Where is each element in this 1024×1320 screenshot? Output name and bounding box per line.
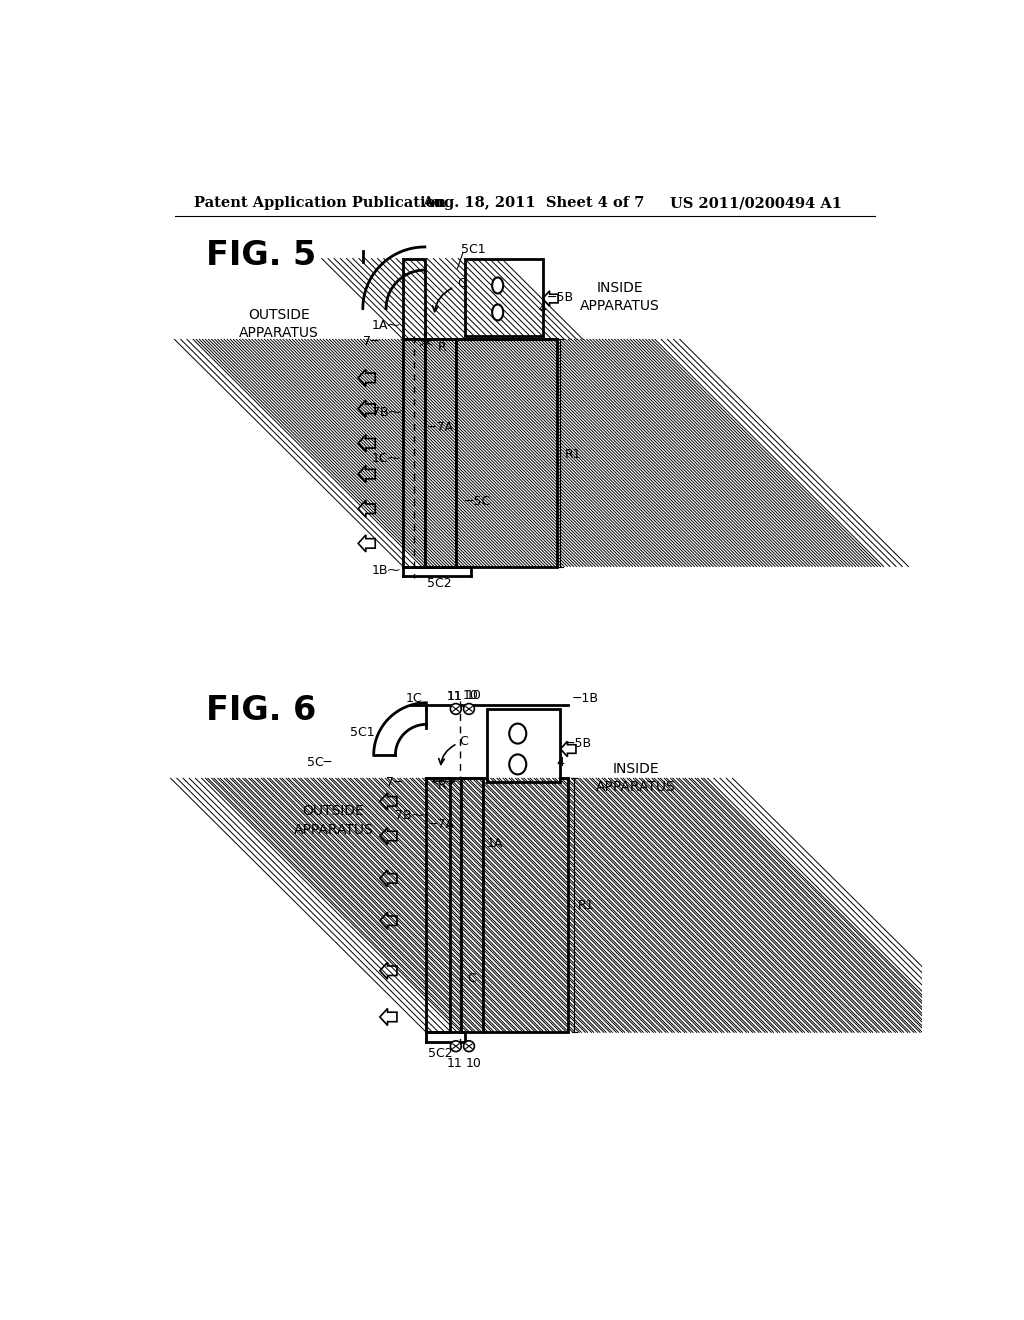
- Text: 1B⁓: 1B⁓: [372, 564, 400, 577]
- Bar: [486, 709, 560, 781]
- Text: −5B: −5B: [564, 737, 592, 750]
- Text: −1B: −1B: [572, 693, 599, 705]
- Text: 5C─: 5C─: [307, 756, 331, 770]
- Polygon shape: [543, 290, 558, 306]
- Text: 5C1: 5C1: [350, 726, 375, 739]
- Polygon shape: [432, 396, 449, 412]
- Bar: [425, 339, 456, 566]
- Text: 1A: 1A: [486, 837, 503, 850]
- Ellipse shape: [493, 277, 503, 293]
- Text: 10: 10: [466, 689, 481, 702]
- Ellipse shape: [509, 723, 526, 743]
- Bar: [465, 259, 543, 335]
- Polygon shape: [380, 912, 397, 929]
- Polygon shape: [461, 946, 477, 964]
- Polygon shape: [432, 358, 449, 374]
- Polygon shape: [358, 466, 375, 483]
- Text: 11: 11: [446, 690, 462, 704]
- Text: −7A: −7A: [428, 818, 455, 832]
- Text: 11: 11: [446, 1056, 462, 1069]
- Circle shape: [464, 704, 474, 714]
- Text: 4: 4: [557, 756, 564, 770]
- Bar: [461, 779, 483, 1032]
- Text: 11: 11: [446, 690, 462, 704]
- Polygon shape: [358, 370, 375, 387]
- Text: 5C1: 5C1: [461, 243, 485, 256]
- Text: 10: 10: [466, 1056, 481, 1069]
- Polygon shape: [358, 535, 375, 552]
- Polygon shape: [358, 400, 375, 417]
- Text: 5C2: 5C2: [428, 1047, 453, 1060]
- Text: OUTSIDE
APPARATUS: OUTSIDE APPARATUS: [294, 804, 374, 837]
- Text: FIG. 6: FIG. 6: [206, 693, 315, 726]
- Text: INSIDE
APPARATUS: INSIDE APPARATUS: [581, 281, 660, 313]
- Text: INSIDE
APPARATUS: INSIDE APPARATUS: [596, 762, 676, 795]
- Text: R: R: [437, 779, 446, 792]
- Text: R1: R1: [578, 899, 594, 912]
- Polygon shape: [432, 449, 449, 466]
- Text: Patent Application Publication: Patent Application Publication: [194, 197, 445, 210]
- Polygon shape: [560, 742, 575, 756]
- Text: C: C: [458, 277, 466, 290]
- Polygon shape: [380, 870, 397, 887]
- Text: 7B⁓: 7B⁓: [395, 809, 424, 822]
- Polygon shape: [358, 500, 375, 517]
- Polygon shape: [432, 503, 449, 520]
- Text: 10: 10: [463, 689, 478, 702]
- Text: 7─: 7─: [362, 335, 378, 348]
- Text: −7A: −7A: [427, 421, 455, 434]
- Polygon shape: [461, 788, 477, 805]
- Bar: [403, 259, 425, 339]
- Circle shape: [451, 1040, 461, 1052]
- Text: −5C: −5C: [464, 495, 490, 508]
- Text: 1C⁓: 1C⁓: [372, 453, 400, 465]
- Text: 4: 4: [539, 302, 547, 315]
- Polygon shape: [461, 818, 477, 836]
- Polygon shape: [380, 962, 397, 979]
- Text: C: C: [459, 735, 468, 748]
- Bar: [456, 339, 557, 566]
- Text: OUTSIDE
APPARATUS: OUTSIDE APPARATUS: [240, 308, 319, 341]
- Bar: [403, 339, 425, 566]
- Text: R: R: [437, 341, 446, 354]
- Text: 7B⁓: 7B⁓: [372, 407, 400, 418]
- Circle shape: [464, 1040, 474, 1052]
- Text: 1A⁓: 1A⁓: [372, 319, 400, 333]
- Text: US 2011/0200494 A1: US 2011/0200494 A1: [671, 197, 843, 210]
- Bar: [483, 779, 568, 1032]
- Text: 1C: 1C: [406, 693, 423, 705]
- Text: 5C2: 5C2: [427, 577, 452, 590]
- Text: FIG. 5: FIG. 5: [206, 239, 315, 272]
- Bar: [426, 779, 450, 1032]
- Ellipse shape: [493, 305, 503, 321]
- Polygon shape: [380, 828, 397, 845]
- Text: −5B: −5B: [547, 290, 573, 304]
- Ellipse shape: [509, 755, 526, 775]
- Text: 7─: 7─: [386, 776, 401, 788]
- Text: Aug. 18, 2011  Sheet 4 of 7: Aug. 18, 2011 Sheet 4 of 7: [423, 197, 645, 210]
- Polygon shape: [380, 1008, 397, 1026]
- Text: R1: R1: [564, 449, 581, 462]
- Text: C: C: [467, 972, 476, 985]
- Circle shape: [451, 704, 461, 714]
- Polygon shape: [380, 793, 397, 810]
- Polygon shape: [358, 434, 375, 451]
